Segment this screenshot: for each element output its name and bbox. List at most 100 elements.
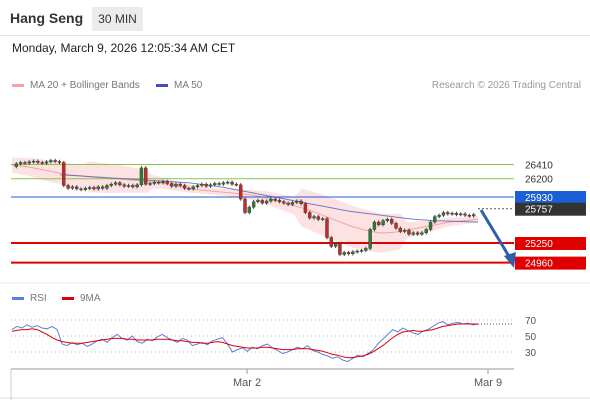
level-badge-25757 (515, 202, 586, 216)
candle-body (23, 162, 27, 164)
candle-body (75, 186, 79, 190)
candle-body (377, 221, 381, 225)
candle-body (359, 250, 364, 252)
candle-body (27, 161, 31, 164)
candle-body (273, 198, 277, 201)
candle-body (174, 183, 178, 187)
candle-body (66, 185, 70, 189)
legend-9ma: 9MA (62, 293, 101, 304)
candle-body (424, 229, 428, 234)
candle-body (87, 187, 92, 189)
candle-body (303, 203, 308, 213)
candle-body (381, 220, 385, 225)
candle-body (260, 200, 264, 204)
candle-body (44, 161, 49, 164)
candle-body (251, 201, 256, 208)
forecast-arrow-shaft (479, 209, 512, 259)
candle-body (407, 229, 411, 235)
rsi-tick-50: 50 (525, 332, 537, 343)
candle-body (238, 184, 243, 200)
candle-body (454, 213, 459, 215)
legend-bollinger: MA 20 + Bollinger Bands (12, 80, 140, 91)
candle-body (385, 219, 390, 221)
level-badge-25250 (515, 237, 586, 250)
level-badge-24960 (515, 256, 586, 270)
timeframe-badge[interactable]: 30 MIN (92, 7, 143, 31)
candle-body (217, 183, 221, 185)
instrument-title: Hang Seng (10, 10, 84, 26)
candle-body (282, 201, 286, 204)
candle-body (346, 252, 351, 255)
candle-body (402, 229, 407, 232)
candle-body (182, 185, 187, 189)
level-label-25250: 25250 (525, 239, 553, 250)
candle-body (467, 215, 472, 217)
candle-body (161, 181, 165, 183)
candle-body (433, 216, 437, 223)
header-divider (0, 35, 590, 36)
candle-body (230, 181, 234, 185)
candle-body (463, 213, 467, 216)
candle-body (320, 218, 325, 220)
candle-body (316, 216, 321, 220)
candle-body (411, 232, 415, 235)
candle-body (14, 163, 19, 167)
rsi-swatch (12, 297, 24, 300)
legend-ma50-label: MA 50 (174, 80, 203, 91)
candle-body (471, 214, 476, 217)
legend-9ma-label: 9MA (80, 293, 101, 304)
x-tick-label: Mar 9 (474, 377, 502, 389)
candle-body (290, 202, 295, 205)
candle-body (96, 186, 100, 190)
candle-body (83, 188, 88, 190)
candle-body (394, 223, 398, 229)
candle-body (415, 232, 420, 235)
rsi-tick-70: 70 (525, 316, 537, 327)
candle-body (40, 162, 44, 164)
candle-body (70, 186, 75, 189)
candle-body (195, 185, 200, 188)
candle-body (18, 162, 23, 165)
candle-body (264, 200, 269, 204)
candle-body (105, 185, 109, 189)
candle-body (243, 198, 247, 213)
legend-rsi: RSI (12, 293, 47, 304)
candle-body (437, 215, 441, 217)
candle-body (49, 160, 53, 163)
candle-body (372, 221, 377, 230)
rsi-line (11, 321, 479, 363)
legend-ma50: MA 50 (156, 80, 202, 91)
level-label-24960: 24960 (525, 259, 553, 270)
candle-body (57, 161, 62, 163)
candle-body (286, 202, 290, 205)
bollinger-swatch (12, 84, 24, 87)
candle-body (157, 181, 161, 184)
candle-body (459, 213, 463, 216)
candle-body (200, 183, 204, 186)
candle-body (342, 252, 346, 255)
candle-body (204, 183, 208, 187)
candle-body (165, 181, 170, 184)
chart-header: Hang Seng 30 MIN (0, 0, 590, 36)
candle-body (234, 183, 239, 186)
research-credit: Research © 2026 Trading Central (431, 80, 581, 91)
candle-body (355, 250, 359, 253)
candle-body (113, 182, 118, 185)
candle-body (213, 183, 217, 186)
candle-body (92, 187, 96, 190)
level-label-26200: 26200 (525, 175, 553, 186)
ma50-line (59, 174, 479, 223)
candle-body (338, 243, 342, 255)
candle-body (325, 218, 329, 238)
ma50-swatch (156, 84, 168, 87)
candle-body (79, 188, 83, 191)
forecast-arrow-head (504, 252, 516, 268)
level-label-25930: 25930 (525, 193, 553, 204)
candle-body (295, 200, 299, 203)
candle-body (441, 212, 446, 216)
legend-rsi-label: RSI (30, 293, 47, 304)
candle-body (247, 206, 252, 213)
candle-body (446, 212, 450, 215)
chart-datetime: Monday, March 9, 2026 12:05:34 AM CET (12, 41, 236, 55)
candle-body (428, 221, 433, 230)
